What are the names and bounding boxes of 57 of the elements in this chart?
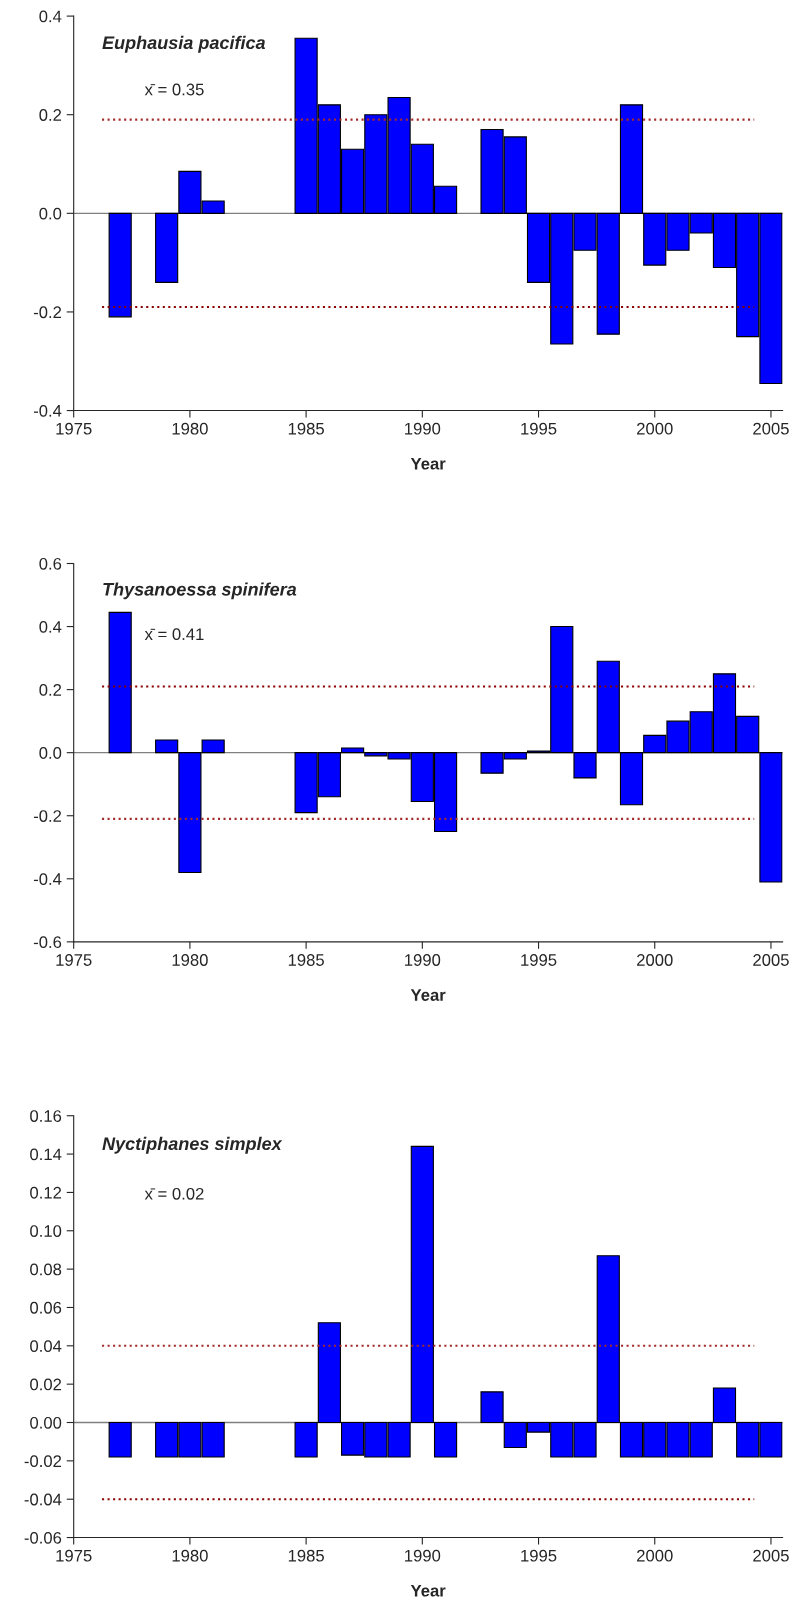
x-tick-label: 1980 (172, 1549, 208, 1562)
y-tick-label: 0.10 (30, 1225, 62, 1237)
x-axis-title: Year (410, 1584, 446, 1597)
x-tick-label: 1990 (405, 954, 441, 966)
y-tick-label: 0.04 (30, 1340, 62, 1353)
y-tick-label: -0.2 (33, 810, 62, 822)
y-tick-label: -0.4 (33, 873, 62, 885)
y-tick-label: 0.16 (30, 1110, 62, 1122)
x-axis-title: Year (410, 989, 446, 1001)
bar (108, 611, 132, 754)
y-tick-label: 0.12 (30, 1186, 62, 1199)
x-tick-label: 1985 (288, 1549, 324, 1562)
text: Thysanoessa spinifera (103, 582, 297, 600)
annotation: x̄ = 0.02 (144, 1187, 204, 1200)
y-tick-label: 0.6 (39, 557, 62, 570)
text: Euphausia pacifica (102, 35, 266, 53)
x-tick-label: 1995 (521, 954, 557, 966)
annotation: x̄ = 0.35 (144, 83, 204, 96)
x-tick-label: 2000 (637, 954, 673, 966)
y-tick-label: 0.08 (30, 1263, 62, 1276)
y-tick-label: -0.04 (24, 1493, 62, 1506)
annotation: x̄ = 0.41 (144, 628, 204, 641)
text: Nyctiphanes simplex (102, 1136, 283, 1154)
x-tick-label: 1995 (521, 1549, 557, 1562)
x-tick-label: 1975 (56, 422, 92, 435)
x-axis-title: Year (410, 457, 446, 470)
y-tick-label: -0.6 (33, 936, 62, 949)
y-tick-label: 0.0 (39, 747, 62, 759)
x-tick-label: 1980 (172, 954, 208, 966)
y-tick-label: 0.00 (30, 1416, 62, 1429)
x-tick-label: 1995 (521, 422, 557, 435)
x-tick-label: 1980 (172, 422, 208, 435)
x-tick-label: 2005 (753, 422, 789, 435)
x-tick-label: 2000 (637, 422, 673, 435)
x-tick-label: 1990 (405, 422, 441, 435)
y-tick-label: 0.02 (30, 1378, 62, 1391)
x-tick-label: 1975 (56, 954, 92, 966)
y-tick-label: 0.4 (39, 620, 62, 633)
y-tick-label: 0.2 (39, 109, 62, 121)
y-tick-label: -0.4 (33, 404, 62, 417)
x-tick-label: 1990 (405, 1549, 441, 1562)
y-tick-label: 0.4 (39, 10, 62, 23)
bar (108, 212, 132, 318)
bar (108, 1421, 132, 1458)
y-tick-label: 0.06 (30, 1301, 62, 1314)
y-tick-label: -0.06 (24, 1531, 62, 1544)
y-tick-label: 0.14 (30, 1148, 62, 1161)
y-tick-label: 0.0 (39, 207, 62, 220)
y-tick-label: -0.2 (33, 306, 62, 319)
x-tick-label: 1975 (56, 1549, 92, 1562)
x-tick-label: 1985 (288, 954, 324, 966)
x-tick-label: 1985 (288, 422, 324, 435)
x-tick-label: 2005 (753, 954, 789, 966)
x-tick-label: 2000 (637, 1549, 673, 1562)
x-tick-label: 2005 (753, 1549, 789, 1562)
y-tick-label: -0.02 (24, 1455, 62, 1468)
y-tick-label: 0.2 (39, 684, 62, 696)
